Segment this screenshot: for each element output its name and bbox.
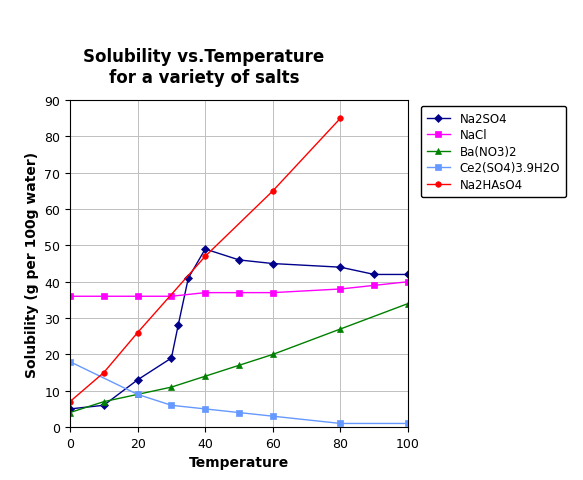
Ce2(SO4)3.9H2O [337,420,344,426]
Line: Ba(NO3)2: Ba(NO3)2 [67,301,411,416]
Legend: Na2SO4, NaCl, Ba(NO3)2, Ce2(SO4)3.9H2O, Na2HAsO4: Na2SO4, NaCl, Ba(NO3)2, Ce2(SO4)3.9H2O, … [421,107,566,197]
Na2HAsO4 [100,370,107,376]
Na2HAsO4 [269,189,276,194]
Ba(NO3)2 [236,363,243,369]
NaCl [405,279,412,285]
Ba(NO3)2 [168,384,175,390]
Na2SO4 [202,247,209,252]
Y-axis label: Solubility (g per 100g water): Solubility (g per 100g water) [24,151,38,377]
Na2SO4 [371,272,378,278]
Ce2(SO4)3.9H2O [269,413,276,419]
Na2SO4 [134,377,141,383]
Ce2(SO4)3.9H2O [66,359,73,365]
Na2SO4 [168,355,175,361]
Na2SO4 [185,276,192,281]
NaCl [269,290,276,296]
Na2HAsO4 [202,254,209,260]
Line: Na2SO4: Na2SO4 [67,247,411,412]
Ba(NO3)2 [405,301,412,307]
Ba(NO3)2 [202,373,209,379]
Ce2(SO4)3.9H2O [236,410,243,416]
Ce2(SO4)3.9H2O [202,406,209,412]
Na2SO4 [337,265,344,271]
NaCl [100,294,107,300]
Ba(NO3)2 [337,326,344,332]
Na2SO4 [100,403,107,408]
NaCl [202,290,209,296]
Ce2(SO4)3.9H2O [405,420,412,426]
Na2SO4 [236,257,243,263]
Na2SO4 [405,272,412,278]
Na2SO4 [269,261,276,267]
NaCl [168,294,175,300]
Line: Ce2(SO4)3.9H2O: Ce2(SO4)3.9H2O [67,359,411,426]
Na2SO4 [175,323,182,328]
Ce2(SO4)3.9H2O [168,403,175,408]
NaCl [371,283,378,288]
NaCl [337,287,344,292]
Ba(NO3)2 [100,399,107,405]
Na2HAsO4 [337,116,344,122]
Na2HAsO4 [66,399,73,405]
Text: Solubility vs.Temperature
for a variety of salts: Solubility vs.Temperature for a variety … [83,48,325,87]
NaCl [134,294,141,300]
Line: Na2HAsO4: Na2HAsO4 [67,116,343,405]
Ba(NO3)2 [66,410,73,416]
X-axis label: Temperature: Temperature [189,456,289,469]
Line: NaCl: NaCl [67,279,411,300]
NaCl [236,290,243,296]
Na2SO4 [66,406,73,412]
Ba(NO3)2 [134,392,141,397]
Ba(NO3)2 [269,352,276,358]
Na2HAsO4 [134,330,141,336]
Ce2(SO4)3.9H2O [134,392,141,397]
NaCl [66,294,73,300]
